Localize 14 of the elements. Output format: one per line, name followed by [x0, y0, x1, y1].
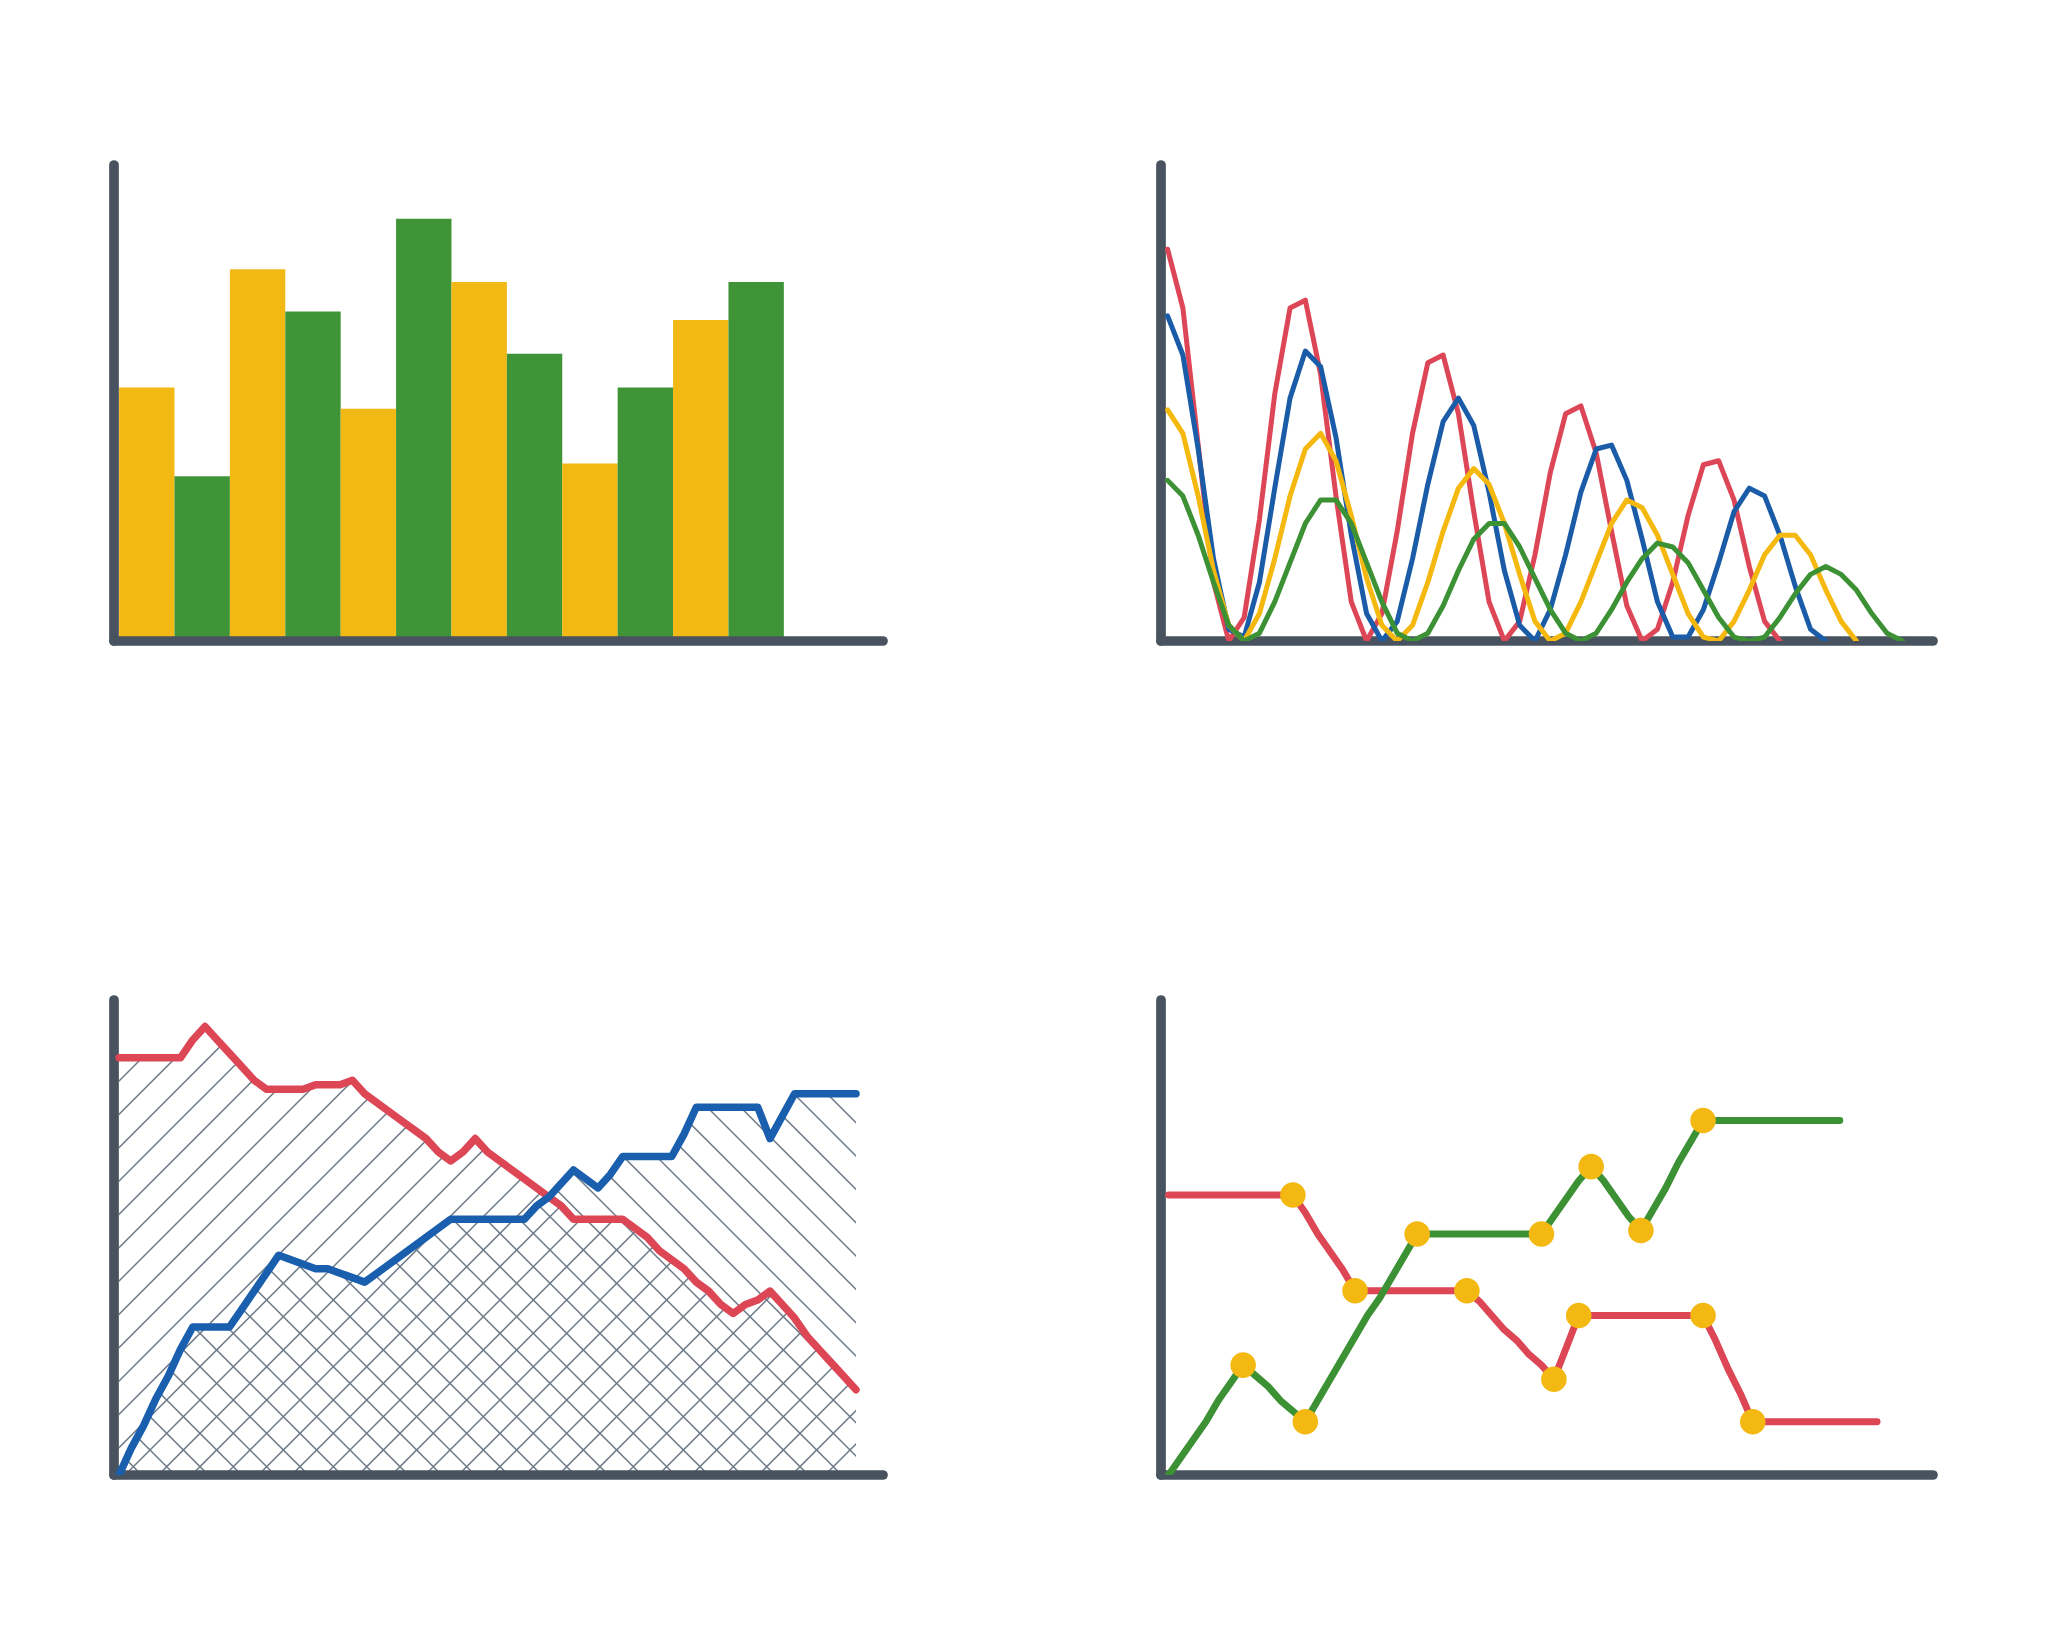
point	[1565, 1302, 1592, 1329]
point	[1541, 1366, 1567, 1393]
point	[1342, 1277, 1368, 1304]
point	[1740, 1409, 1766, 1435]
point	[1404, 1221, 1430, 1247]
point	[1292, 1409, 1319, 1435]
point	[1578, 1153, 1604, 1180]
point	[1690, 1107, 1716, 1134]
point	[1454, 1277, 1480, 1304]
point	[1628, 1217, 1654, 1244]
point	[1230, 1352, 1256, 1378]
point	[1280, 1182, 1306, 1208]
point	[1528, 1221, 1555, 1247]
point	[1690, 1302, 1716, 1329]
